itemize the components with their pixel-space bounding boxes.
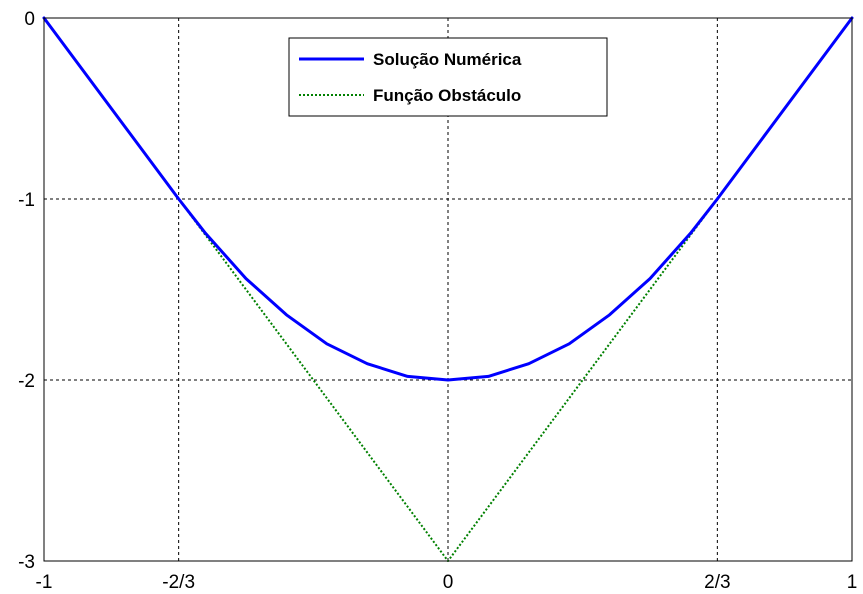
x-tick-label-1: -2/3	[162, 572, 195, 593]
legend: Solução Numérica Função Obstáculo	[288, 37, 608, 117]
y-tick-label-2: -2	[18, 371, 35, 392]
legend-label-1: Função Obstáculo	[373, 86, 521, 105]
y-tick-label-3: -3	[18, 552, 35, 573]
x-tick-label-0: -1	[36, 572, 53, 593]
y-tick-label-0: 0	[24, 9, 35, 30]
legend-label-0: Solução Numérica	[373, 50, 522, 69]
series-line-solucao-numerica	[42, 16, 854, 382]
legend-box	[288, 37, 608, 117]
axes-box	[43, 17, 853, 562]
tick-labels: -1 -2/3 0 2/3 1 0 -1 -2 -3	[18, 9, 857, 593]
y-tick-label-1: -1	[18, 190, 35, 211]
x-tick-label-2: 0	[443, 572, 454, 593]
x-tick-label-3: 2/3	[704, 572, 730, 593]
x-tick-label-4: 1	[847, 572, 858, 593]
